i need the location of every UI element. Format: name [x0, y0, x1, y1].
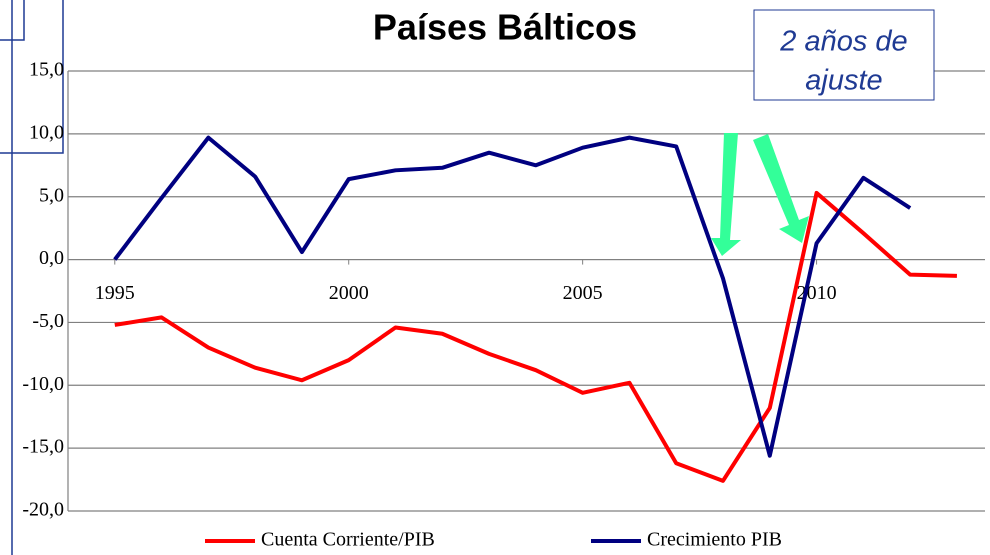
annotation: ajuste [805, 65, 882, 97]
arrow [753, 134, 809, 243]
x-tick-label: 2005 [563, 282, 603, 304]
data-line [114, 190, 957, 483]
y-tick-label: -5,0 [32, 310, 64, 332]
annotation: 2 años de [779, 26, 907, 58]
arrow [711, 133, 741, 256]
chart-title: Países Bálticos [373, 7, 637, 48]
plot-area: -20,0 -15,0 -10,0 -5,0 0,0 5,0 10,0 15,0 1995 200… [22, 59, 985, 521]
data-line [113, 135, 912, 458]
y-tick-label: -15,0 [22, 436, 64, 458]
y-tick-label: 0,0 [39, 247, 64, 269]
frame-edge [0, 0, 25, 41]
legend-label: Crecimiento PIB [647, 529, 782, 551]
annotation-box [753, 9, 935, 101]
y-tick-label: 15,0 [29, 59, 64, 81]
legend-label: Cuenta Corriente/PIB [261, 529, 435, 551]
y-tick-label: 5,0 [39, 184, 64, 206]
y-tick-label: -10,0 [22, 373, 64, 395]
x-tick-label: 1995 [95, 282, 135, 304]
x-tick-label: 2000 [329, 282, 369, 304]
y-tick-label: 10,0 [29, 121, 64, 143]
y-tick-label: -20,0 [22, 499, 64, 521]
frame-edge [0, 0, 64, 154]
